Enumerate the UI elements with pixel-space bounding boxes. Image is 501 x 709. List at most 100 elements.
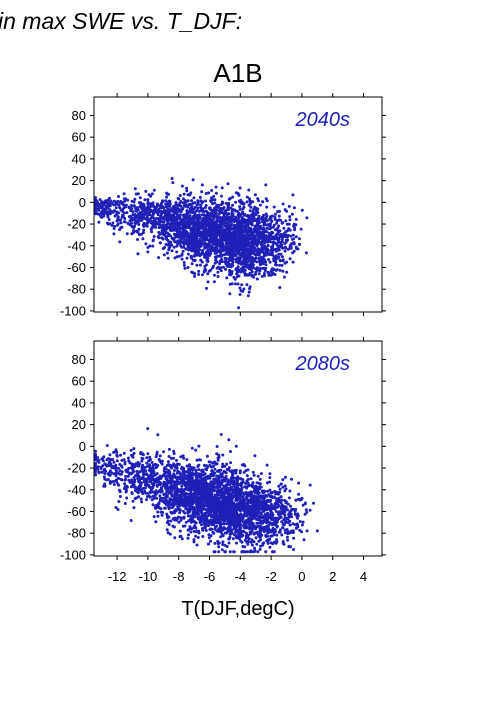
data-point (268, 260, 272, 264)
data-point (218, 223, 222, 227)
data-point (202, 228, 206, 232)
data-point (229, 461, 233, 465)
data-point (116, 217, 120, 220)
data-point (235, 272, 239, 276)
data-point (195, 485, 199, 489)
data-point (213, 541, 217, 545)
data-point (128, 214, 132, 218)
data-point (177, 226, 181, 229)
data-point (204, 192, 208, 195)
data-point (185, 464, 189, 468)
data-point (175, 217, 179, 221)
data-point (113, 224, 117, 228)
data-point (161, 200, 164, 204)
data-point (178, 535, 182, 539)
data-point (152, 515, 156, 519)
data-point (194, 526, 198, 530)
data-point (232, 218, 235, 222)
data-point (189, 520, 193, 524)
data-point (234, 444, 238, 448)
data-point (203, 264, 207, 268)
data-point (160, 215, 163, 219)
data-point (165, 490, 169, 494)
data-point (219, 258, 223, 262)
data-point (137, 223, 141, 226)
data-point (175, 458, 178, 462)
data-point (196, 500, 200, 504)
data-point (122, 192, 126, 196)
data-point (97, 471, 101, 475)
y-tick-label: -20 (67, 217, 86, 232)
data-point (122, 451, 126, 455)
data-point (264, 197, 268, 201)
data-point (165, 195, 168, 199)
data-point (146, 452, 150, 456)
y-tick-label: 80 (72, 108, 86, 123)
data-point (247, 263, 251, 267)
data-point (164, 203, 168, 207)
data-point (173, 536, 177, 540)
data-point (123, 199, 127, 203)
data-point (113, 203, 117, 207)
data-point (143, 198, 147, 202)
data-point (162, 220, 166, 224)
data-point (213, 198, 217, 202)
data-point (147, 494, 151, 498)
data-point (133, 480, 137, 484)
data-point (185, 209, 189, 213)
data-point (173, 224, 177, 228)
data-point (210, 469, 214, 473)
data-point (156, 217, 160, 221)
data-point (121, 214, 125, 218)
data-point (243, 265, 247, 269)
data-point (132, 451, 136, 455)
data-point (110, 201, 114, 205)
data-point (240, 283, 244, 287)
data-point (231, 260, 235, 264)
data-point (199, 258, 203, 262)
data-point (245, 200, 249, 204)
data-point (205, 257, 209, 261)
data-point (123, 487, 126, 491)
data-point (133, 187, 137, 191)
data-point (157, 476, 161, 479)
data-point (179, 518, 183, 522)
data-point (289, 243, 293, 247)
data-point (161, 228, 165, 232)
data-point (200, 469, 204, 472)
data-point (251, 215, 255, 219)
data-point (175, 244, 179, 248)
data-point (219, 226, 223, 230)
data-point (168, 222, 172, 226)
data-point (173, 516, 177, 520)
data-point (305, 216, 309, 220)
y-tick-label: 20 (72, 173, 86, 188)
data-point (181, 249, 185, 253)
data-point (224, 209, 228, 212)
data-point (239, 198, 243, 202)
data-point (137, 215, 141, 219)
data-point (149, 202, 152, 206)
data-point (136, 471, 140, 475)
data-point (238, 207, 242, 211)
data-point (111, 221, 115, 225)
data-point (113, 209, 117, 213)
data-point (196, 465, 200, 468)
data-point (237, 193, 241, 196)
data-point (270, 272, 274, 276)
data-point (225, 264, 229, 268)
data-point (256, 474, 260, 478)
data-point (274, 249, 278, 253)
data-point (185, 186, 189, 190)
data-point (186, 252, 190, 256)
data-point (196, 492, 200, 496)
data-point (247, 290, 251, 294)
data-point (176, 213, 180, 217)
data-point (203, 479, 207, 483)
data-point (221, 247, 225, 250)
data-point (226, 182, 230, 186)
data-point (239, 289, 243, 293)
data-point (287, 204, 291, 208)
data-point (141, 453, 145, 456)
data-point (247, 203, 251, 207)
